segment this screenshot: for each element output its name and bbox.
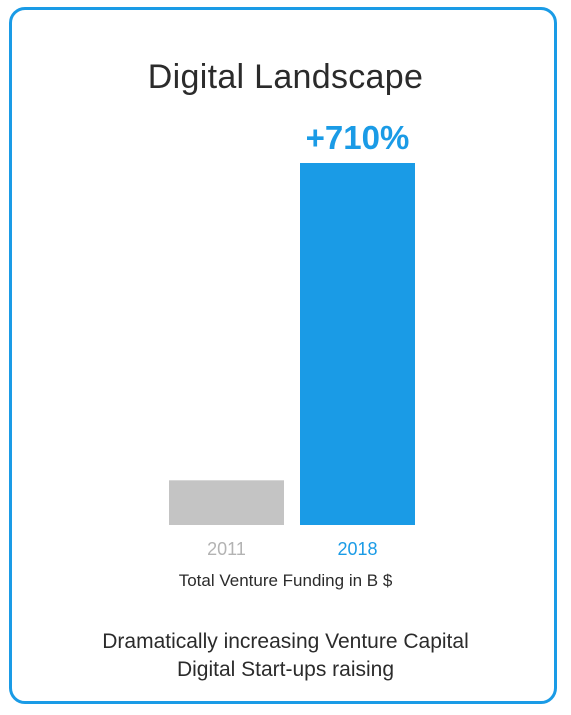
chart-card (9, 7, 557, 704)
bar-2018 (300, 163, 415, 525)
x-tick-label-2018: 2018 (337, 539, 377, 559)
bar-chart: 2011 2018 +710% (169, 119, 415, 559)
bar-2011 (169, 480, 284, 525)
growth-annotation: +710% (306, 119, 410, 156)
x-axis-label: Total Venture Funding in B $ (178, 571, 393, 590)
x-tick-label-2011: 2011 (207, 539, 246, 559)
footer-line-2: Digital Start-ups raising (176, 658, 395, 681)
footer-line-1: Dramatically increasing Venture Capital (102, 630, 469, 653)
chart-title: Digital Landscape (147, 58, 424, 96)
footer-text: Dramatically increasing Venture Capital … (0, 628, 571, 684)
